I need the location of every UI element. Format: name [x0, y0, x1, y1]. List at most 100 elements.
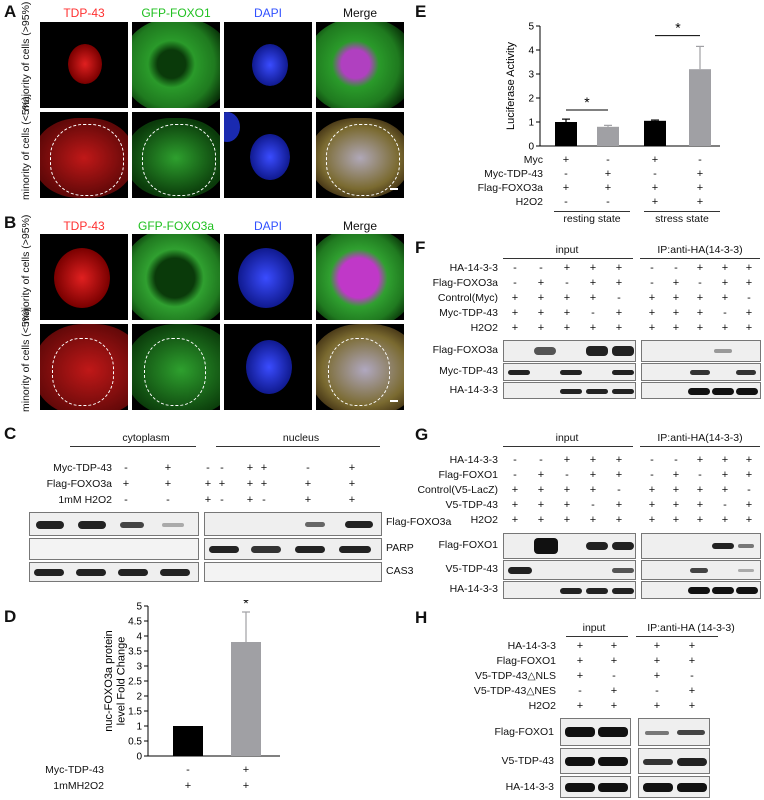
condition-sign: -: [206, 462, 210, 474]
condition-sign: +: [696, 292, 704, 304]
condition-sign: -: [650, 262, 654, 274]
condition-sign: +: [672, 292, 680, 304]
blot-c-parp-nuc: [204, 538, 382, 560]
blot-c-cas3-cyto: [29, 562, 199, 582]
condition-sign: +: [615, 262, 623, 274]
condition-sign: +: [348, 478, 356, 490]
condition-sign: +: [242, 764, 250, 776]
condition-sign: +: [610, 655, 618, 667]
condition-sign: +: [589, 469, 597, 481]
y-tick-label: 2.5: [128, 677, 142, 688]
blot-label: HA-14-3-3: [449, 384, 498, 396]
blot-f-myc-ip: [641, 363, 761, 381]
condition-sign: -: [124, 494, 128, 506]
condition-sign: +: [563, 292, 571, 304]
condition-sign: +: [164, 462, 172, 474]
condition-sign: -: [539, 262, 543, 274]
blot-label: Flag-FOXO3a: [386, 516, 452, 528]
condition-sign: +: [576, 655, 584, 667]
condition-sign: -: [513, 277, 517, 289]
condition-label: Flag-FOXO1: [438, 469, 498, 481]
condition-sign: +: [589, 292, 597, 304]
group-line: [503, 446, 633, 447]
bar: [689, 69, 711, 146]
condition-label: HA-14-3-3: [449, 454, 498, 466]
group-line: [636, 636, 718, 637]
condition-sign: +: [672, 307, 680, 319]
condition-label: Myc-TDP-43: [45, 764, 104, 776]
channel-label-dapi: DAPI: [253, 6, 282, 20]
condition-sign: +: [648, 514, 656, 526]
state-line: [554, 211, 630, 212]
channel-label-gfp-foxo3a: GFP-FOXO3a: [137, 219, 214, 233]
condition-sign: -: [690, 670, 694, 682]
condition-sign: -: [698, 154, 702, 166]
condition-sign: +: [563, 499, 571, 511]
blot-h-ha-ip: [638, 776, 710, 798]
chart-d: 0 0.5 1 1.5 2 2.5 3 3.5 4 4.5 5 nuc-FOXO3a proteinl…: [103, 600, 280, 763]
condition-sign: +: [688, 685, 696, 697]
condition-sign: +: [745, 454, 753, 466]
condition-sign: +: [511, 292, 519, 304]
channel-label-gfp-foxo1: GFP-FOXO1: [141, 6, 211, 20]
channel-label-dapi: DAPI: [253, 219, 282, 233]
blot-g-ha-input: [503, 581, 636, 599]
condition-label: V5-TDP-43△NLS: [474, 670, 556, 682]
micrograph-b-merge-majority: [316, 234, 404, 320]
condition-sign: +: [589, 262, 597, 274]
condition-sign: +: [563, 484, 571, 496]
micrograph-a-tdp43-majority: [40, 22, 128, 108]
significance-star: *: [243, 600, 249, 611]
condition-sign: -: [513, 469, 517, 481]
state-label-stress: stress state: [655, 213, 709, 225]
condition-sign: +: [672, 499, 680, 511]
blot-label: PARP: [386, 542, 414, 554]
condition-sign: +: [576, 700, 584, 712]
condition-sign: +: [242, 780, 250, 792]
blot-g-ha-ip: [641, 581, 761, 599]
y-axis-label: Luciferase Activity: [505, 41, 517, 130]
condition-label: Flag-FOXO3a: [477, 182, 543, 194]
bar: [597, 126, 619, 146]
condition-sign: +: [246, 462, 254, 474]
condition-sign: +: [589, 277, 597, 289]
condition-sign: +: [721, 469, 729, 481]
blot-f-flag-input: [503, 340, 636, 362]
condition-sign: +: [511, 484, 519, 496]
y-tick-label: 1.5: [128, 707, 142, 718]
blot-g-v5-input: [503, 560, 636, 580]
condition-sign: +: [648, 292, 656, 304]
condition-sign: +: [696, 182, 704, 194]
blot-c-parp-cyto: [29, 538, 199, 560]
group-label-ip: IP:anti-HA(14-3-3): [657, 244, 743, 256]
blot-f-flag-ip: [641, 340, 761, 362]
condition-sign: +: [204, 478, 212, 490]
blot-label: V5-TDP-43: [445, 563, 498, 575]
group-line: [216, 446, 380, 447]
condition-sign: +: [696, 499, 704, 511]
condition-label: Myc-TDP-43: [484, 168, 543, 180]
blot-label: CAS3: [386, 565, 414, 577]
condition-sign: -: [565, 469, 569, 481]
condition-label: H2O2: [528, 700, 556, 712]
condition-label: HA-14-3-3: [507, 640, 556, 652]
condition-sign: -: [578, 685, 582, 697]
blot-f-myc-input: [503, 363, 636, 381]
condition-sign: +: [511, 307, 519, 319]
condition-sign: -: [606, 196, 610, 208]
condition-label: H2O2: [470, 514, 498, 526]
bar: [231, 642, 261, 756]
condition-sign: +: [164, 478, 172, 490]
group-label-ip: IP:anti-HA (14-3-3): [647, 622, 735, 634]
micrograph-a-foxo1-minority: [132, 112, 220, 198]
blot-f-ha-ip: [641, 382, 761, 399]
blot-label: HA-14-3-3: [449, 583, 498, 595]
scale-bar: [390, 400, 398, 402]
y-tick-label: 1: [528, 118, 534, 129]
condition-sign: +: [672, 514, 680, 526]
y-tick-label: 4.5: [128, 617, 142, 628]
condition-sign: +: [562, 154, 570, 166]
condition-sign: +: [304, 478, 312, 490]
condition-sign: +: [589, 514, 597, 526]
blot-c-flag-foxo3a-cyto: [29, 512, 199, 536]
